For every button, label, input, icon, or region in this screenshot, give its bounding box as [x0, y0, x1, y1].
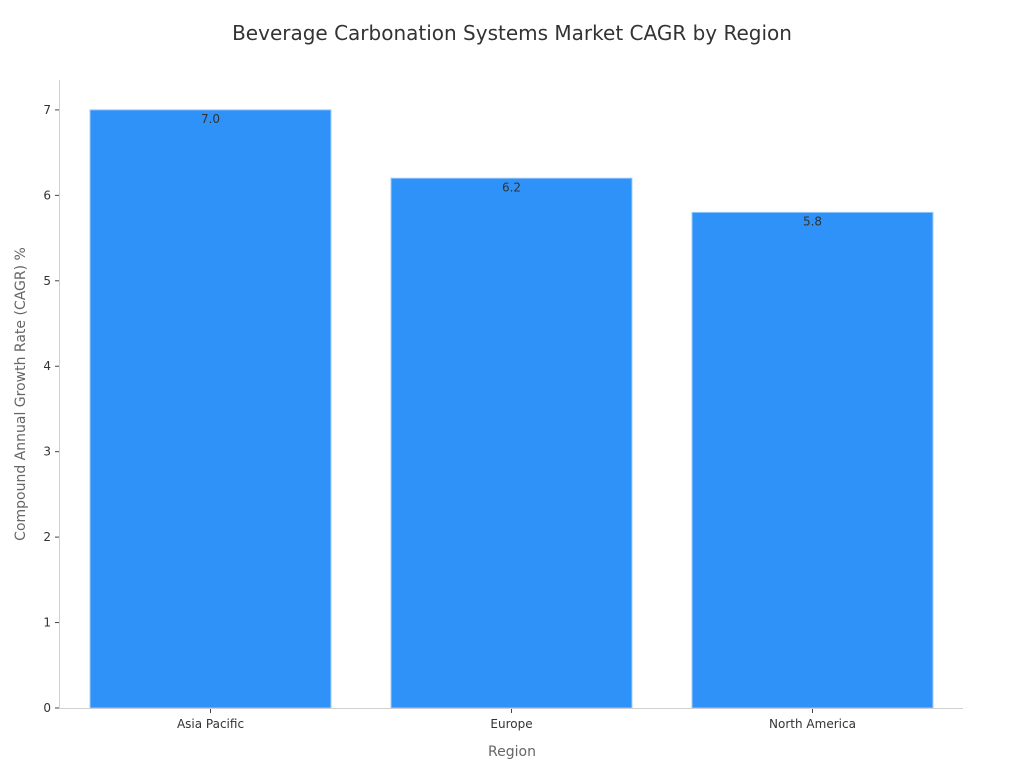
x-axis-ticks: Asia Pacific Europe North America	[177, 708, 856, 731]
bars-group: 7.0 6.2 5.8	[89, 109, 934, 709]
bar	[691, 211, 934, 709]
bar-data-label: 7.0	[201, 112, 220, 126]
y-axis-ticks: 0 1 2 3 4 5 6 7	[43, 103, 60, 715]
y-tick-label: 5	[43, 274, 51, 288]
bar	[390, 177, 633, 709]
chart-title: Beverage Carbonation Systems Market CAGR…	[232, 21, 792, 45]
bar	[89, 109, 332, 709]
x-axis-label: Region	[488, 744, 536, 760]
x-tick-label: Asia Pacific	[177, 717, 244, 731]
bar-data-label: 6.2	[502, 180, 521, 194]
y-tick-label: 0	[43, 701, 51, 715]
x-tick-label: Europe	[490, 717, 532, 731]
y-axis-label: Compound Annual Growth Rate (CAGR) %	[13, 247, 29, 541]
y-tick-label: 2	[43, 530, 51, 544]
y-tick-label: 6	[43, 188, 51, 202]
y-tick-label: 4	[43, 359, 51, 373]
y-tick-label: 7	[43, 103, 51, 117]
y-tick-label: 1	[43, 616, 51, 630]
y-tick-label: 3	[43, 445, 51, 459]
x-tick-label: North America	[769, 717, 856, 731]
bar-data-label: 5.8	[803, 214, 822, 228]
